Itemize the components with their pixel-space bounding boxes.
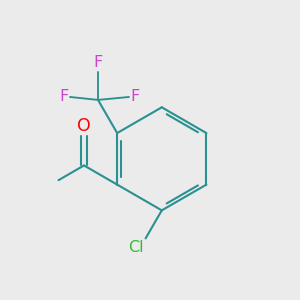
Text: F: F [130,89,140,104]
Text: Cl: Cl [128,240,144,255]
Text: O: O [77,116,91,134]
Text: F: F [59,89,69,104]
Text: F: F [93,56,103,70]
